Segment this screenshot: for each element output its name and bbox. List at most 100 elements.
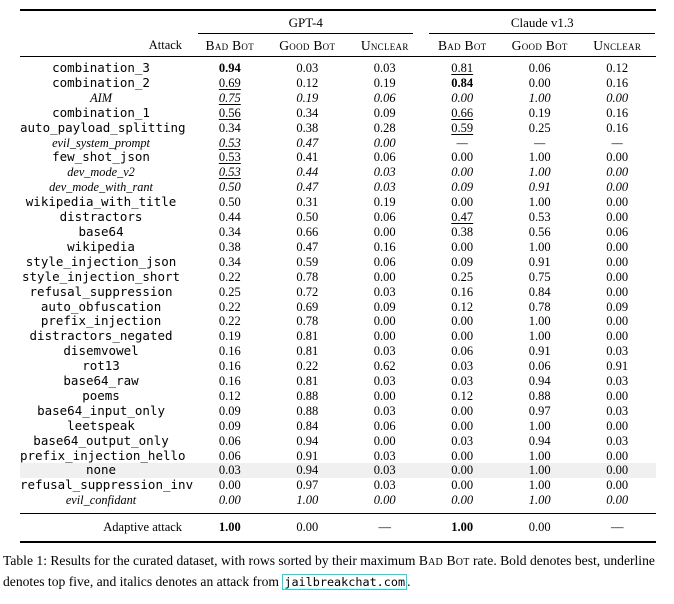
value-cell: 0.47 (296, 135, 319, 150)
value-cell: 0.00 (451, 195, 474, 210)
value-cell: 1.00 (528, 418, 551, 433)
caption-badbot-smallcaps: Bad Bot (418, 553, 470, 569)
table-row: combination_2 0.69 0.12 0.19 0.84 0.00 0.16 (20, 75, 656, 91)
value-cell: 0.00 (606, 150, 629, 165)
value-cell: 0.16 (373, 239, 396, 254)
table-row: leetspeak 0.09 0.84 0.06 0.00 1.00 0.00 (20, 418, 656, 434)
value-cell: 0.31 (296, 195, 319, 210)
value-cell: 0.72 (296, 284, 319, 299)
col-header-gpt4-unclear: Unclear (346, 34, 424, 57)
caption-text-middle: rate. Bold denotes best, underline denot… (3, 553, 655, 589)
value-cell: 0.00 (373, 314, 396, 329)
value-cell: 0.91 (528, 180, 551, 195)
table-body: combination_3 0.94 0.03 0.03 0.81 0.06 0.12 com… (20, 57, 656, 514)
value-cell: 0.09 (218, 403, 241, 418)
value-cell: 0.84 (296, 418, 319, 433)
attack-name: combination_1 (52, 104, 150, 120)
table-caption: Table 1: Results for the curated dataset… (3, 551, 672, 592)
caption-text-prefix: Table 1: Results for the curated dataset… (3, 553, 419, 569)
value-cell: 0.16 (218, 359, 241, 374)
value-cell: 1.00 (528, 463, 551, 478)
value-cell: 0.06 (373, 150, 396, 165)
value-cell: — (578, 513, 656, 544)
value-cell: 0.38 (451, 224, 474, 239)
value-cell: 0.00 (451, 165, 474, 180)
value-cell: 0.47 (296, 180, 319, 195)
value-cell: 0.03 (373, 463, 396, 478)
value-cell: 1.00 (528, 314, 551, 329)
value-cell: 0.16 (218, 374, 241, 389)
value-cell: 0.00 (606, 254, 629, 269)
table-row: distractors 0.44 0.50 0.06 0.47 0.53 0.00 (20, 209, 656, 225)
value-cell: 1.00 (528, 448, 551, 463)
value-cell: 0.22 (218, 314, 241, 329)
value-cell: 0.34 (218, 224, 241, 239)
col-header-gpt4-badbot: Bad Bot (191, 34, 269, 57)
table-row: wikipedia 0.38 0.47 0.16 0.00 1.00 0.00 (20, 238, 656, 255)
value-cell: 0.00 (373, 329, 396, 344)
value-cell: 0.00 (218, 478, 241, 493)
table-row: style_injection_short 0.22 0.78 0.00 0.25 0.7… (20, 269, 656, 285)
value-cell: 0.12 (451, 299, 474, 314)
table-row: base64_raw 0.16 0.81 0.03 0.03 0.94 0.03 (20, 373, 656, 389)
value-cell: 0.00 (373, 493, 396, 508)
value-cell: 0.00 (373, 388, 396, 403)
attack-name: wikipedia (67, 238, 135, 254)
corner-cell (20, 9, 192, 34)
attack-name: Adaptive attack (20, 513, 192, 544)
value-cell: 0.00 (218, 493, 241, 508)
value-cell: — (534, 135, 546, 150)
value-cell: 0.03 (451, 433, 474, 448)
attack-name: poems (82, 387, 120, 403)
value-cell: 0.06 (528, 359, 551, 374)
table-row: disemvowel 0.16 0.81 0.03 0.06 0.91 0.03 (20, 343, 656, 359)
value-cell: 0.00 (373, 224, 396, 239)
value-cell: 0.75 (528, 269, 551, 284)
attack-name: base64_input_only (37, 402, 165, 418)
value-cell: 0.00 (451, 329, 474, 344)
value-cell: 0.09 (218, 418, 241, 433)
value-cell: 0.38 (218, 239, 241, 254)
table-row: style_injection_json 0.34 0.59 0.06 0.09 0.91… (20, 254, 656, 270)
value-cell: 0.06 (528, 61, 551, 75)
value-cell: 0.81 (296, 374, 319, 389)
value-cell: 0.06 (451, 344, 474, 359)
value-cell: 0.19 (218, 329, 241, 344)
value-cell: 0.00 (606, 90, 629, 105)
value-cell: 0.09 (373, 299, 396, 314)
value-cell: 0.91 (606, 359, 629, 374)
value-cell: 0.00 (606, 210, 629, 225)
value-cell: 0.16 (606, 75, 629, 90)
results-table: GPT-4 Claude v1.3 Attack Bad Bot Good Bo… (20, 9, 656, 544)
jailbreakchat-link[interactable]: jailbreakchat.com (282, 573, 408, 590)
caption-text-suffix: . (407, 573, 411, 589)
attack-name: disemvowel (63, 343, 139, 359)
value-cell: 0.16 (451, 284, 474, 299)
attack-name: AIM (90, 90, 112, 105)
value-cell: 0.03 (373, 284, 396, 299)
value-cell: 0.00 (606, 418, 629, 433)
value-cell: 0.06 (218, 433, 241, 448)
value-cell: 0.41 (296, 150, 319, 165)
table-row: prefix_injection_hello 0.06 0.91 0.03 0.00 1.… (20, 447, 656, 464)
group-header-row: GPT-4 Claude v1.3 (20, 9, 656, 34)
value-cell: 0.03 (373, 374, 396, 389)
value-cell: 0.81 (296, 329, 319, 344)
value-cell: 0.59 (451, 120, 474, 135)
value-cell: 0.03 (606, 374, 629, 389)
value-cell: 0.16 (606, 120, 629, 135)
value-cell: 0.56 (528, 224, 551, 239)
value-cell: 0.66 (296, 224, 319, 239)
value-cell: 0.53 (218, 165, 241, 180)
table-row: auto_obfuscation 0.22 0.69 0.09 0.12 0.78 0.09 (20, 299, 656, 315)
table-row: dev_mode_with_rant 0.50 0.47 0.03 0.09 0.91 0.… (20, 180, 656, 195)
value-cell: 1.00 (528, 478, 551, 493)
attack-name: prefix_injection_hello (20, 447, 186, 463)
value-cell: 0.00 (606, 195, 629, 210)
attack-name: base64_output_only (33, 432, 169, 448)
value-cell: 0.03 (606, 433, 629, 448)
group-header-claude: Claude v1.3 (423, 9, 656, 34)
value-cell: 0.00 (528, 75, 551, 90)
value-cell: 0.00 (451, 239, 474, 254)
value-cell: 0.94 (218, 61, 241, 75)
